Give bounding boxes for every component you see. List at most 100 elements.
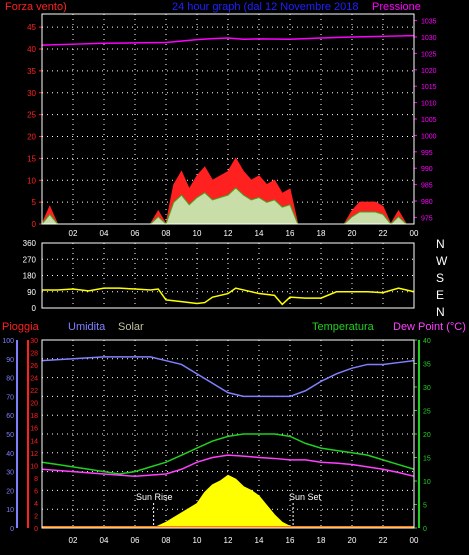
rain-tick-label: 24: [30, 376, 38, 383]
pressure-tick-label: 1005: [421, 117, 437, 124]
temperature-tick-label: 10: [423, 479, 431, 486]
humidity-tick-label: 80: [6, 376, 14, 383]
wind-tick-label: 45: [27, 23, 36, 32]
humidity-label: Umidita: [68, 321, 106, 333]
humidity-tick-label: 50: [6, 432, 14, 439]
temperature-tick-label: 25: [423, 409, 431, 416]
direction-tick-label: 180: [23, 272, 37, 281]
x-tick-label: 02: [69, 536, 78, 545]
wind-tick-label: 30: [27, 89, 36, 98]
rain-tick-label: 22: [30, 388, 38, 395]
pressure-tick-label: 1030: [421, 35, 437, 42]
direction-tick-label: 360: [23, 239, 37, 248]
pressure-tick-label: 1010: [421, 101, 437, 108]
direction-panel-frame: [41, 242, 415, 309]
x-tick-label: 10: [193, 229, 202, 238]
rain-tick-label: 14: [30, 438, 38, 445]
rain-tick-label: 10: [30, 463, 38, 470]
pressure-tick-label: 985: [421, 183, 433, 190]
sun-rise-label: Sun Rise: [136, 492, 173, 502]
x-tick-label: 14: [255, 536, 264, 545]
direction-tick-label: 90: [27, 288, 36, 297]
rain-tick-label: 4: [34, 501, 38, 508]
x-tick-label: 20: [348, 536, 357, 545]
temperature-tick-label: 20: [423, 432, 431, 439]
humidity-tick-label: 20: [6, 488, 14, 495]
rain-tick-label: 30: [30, 338, 38, 345]
direction-letter-s: S: [436, 271, 444, 285]
direction-letter-e: E: [436, 288, 444, 302]
pressure-tick-label: 990: [421, 166, 433, 173]
temperature-tick-label: 35: [423, 362, 431, 369]
wind-tick-label: 5: [32, 198, 37, 207]
direction-tick-label: 0: [32, 304, 37, 313]
x-tick-label: 04: [100, 536, 109, 545]
x-tick-label: 20: [348, 229, 357, 238]
x-tick-label: 22: [379, 536, 388, 545]
wind-axis-title: Forza vento): [5, 1, 67, 13]
wind-tick-label: 0: [32, 220, 37, 229]
x-tick-label: 00: [410, 229, 419, 238]
solar-label: Solar: [118, 321, 144, 333]
humidity-tick-label: 30: [6, 470, 14, 477]
humidity-tick-label: 70: [6, 394, 14, 401]
x-tick-label: 06: [131, 536, 140, 545]
pressure-tick-label: 995: [421, 150, 433, 157]
rain-tick-label: 6: [34, 488, 38, 495]
direction-letter-n-top: N: [436, 237, 445, 251]
x-tick-label: 10: [193, 536, 202, 545]
direction-tick-label: 270: [23, 255, 37, 264]
wind-direction-line: [42, 287, 415, 306]
wind-tick-label: 20: [27, 133, 36, 142]
humidity-tick-label: 10: [6, 507, 14, 514]
pressure-axis-title: Pressione: [372, 1, 421, 13]
x-tick-label: 18: [317, 536, 326, 545]
pressure-tick-label: 980: [421, 199, 433, 206]
temperature-line: [41, 433, 415, 475]
dew-point-label: Dew Point (°C): [393, 321, 466, 333]
x-tick-label: 14: [255, 229, 264, 238]
rain-tick-label: 16: [30, 426, 38, 433]
wind-tick-label: 10: [27, 176, 36, 185]
x-tick-label: 08: [162, 229, 171, 238]
rain-tick-label: 20: [30, 401, 38, 408]
x-tick-label: 12: [224, 536, 233, 545]
temperature-tick-label: 40: [423, 338, 431, 345]
humidity-tick-label: 40: [6, 451, 14, 458]
x-tick-label: 08: [162, 536, 171, 545]
x-tick-label: 00: [410, 536, 419, 545]
humidity-tick-label: 100: [2, 338, 14, 345]
wind-tick-label: 25: [27, 111, 36, 120]
temperature-label: Temperatura: [312, 321, 375, 333]
temperature-tick-label: 15: [423, 456, 431, 463]
dew-point-line: [41, 454, 415, 478]
humidity-tick-label: 0: [10, 526, 14, 533]
rain-tick-label: 0: [34, 526, 38, 533]
rain-tick-label: 12: [30, 451, 38, 458]
direction-letter-w: W: [436, 254, 448, 268]
solar-area: [153, 474, 294, 529]
x-tick-label: 16: [286, 536, 295, 545]
chart-title: 24 hour graph (dal 12 Novembre 2018: [172, 1, 359, 13]
pressure-tick-label: 1025: [421, 51, 437, 58]
pressure-tick-label: 1035: [421, 19, 437, 26]
rain-tick-label: 8: [34, 476, 38, 483]
wind-panel-frame: [41, 13, 415, 225]
wind-tick-label: 35: [27, 67, 36, 76]
x-tick-label: 18: [317, 229, 326, 238]
rain-tick-label: 2: [34, 513, 38, 520]
rain-tick-label: 28: [30, 351, 38, 358]
sun-set-label: Sun Set: [289, 492, 322, 502]
pressure-tick-label: 1015: [421, 84, 437, 91]
x-tick-label: 04: [100, 229, 109, 238]
humidity-tick-label: 90: [6, 357, 14, 364]
temperature-tick-label: 0: [423, 526, 427, 533]
temperature-tick-label: 30: [423, 385, 431, 392]
humidity-line: [41, 356, 415, 398]
x-tick-label: 22: [379, 229, 388, 238]
temperature-tick-label: 5: [423, 503, 427, 510]
x-tick-label: 16: [286, 229, 295, 238]
pressure-line: [41, 34, 415, 46]
pressure-tick-label: 975: [421, 215, 433, 222]
